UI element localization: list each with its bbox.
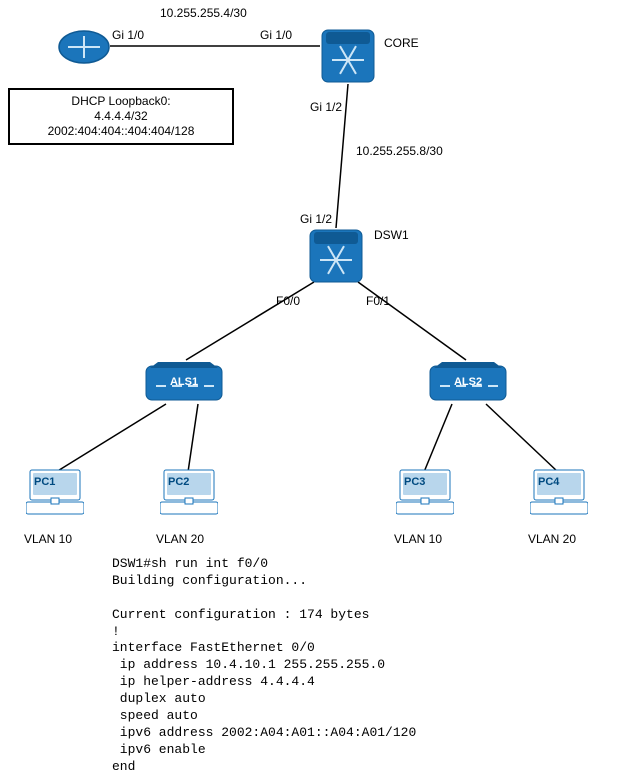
switch-dsw1 (308, 228, 364, 284)
link-label-router_port: Gi 1/0 (112, 28, 144, 42)
node-label-als2: ALS2 (436, 376, 500, 388)
link-label-subnet_top: 10.255.255.4/30 (160, 6, 247, 20)
node-label-pc1: PC1 (34, 476, 55, 488)
link-label-dsw1_label: DSW1 (374, 228, 409, 242)
dhcp-loopback-box: DHCP Loopback0:4.4.4.4/322002:404:404::4… (8, 88, 234, 145)
link-label-subnet_mid: 10.255.255.8/30 (356, 144, 443, 158)
link-label-core_label: CORE (384, 36, 419, 50)
router-router (58, 30, 110, 64)
node-label-als1: ALS1 (152, 376, 216, 388)
vlan-label-pc3: VLAN 10 (394, 532, 442, 546)
switch-core (320, 28, 376, 84)
cli-output: DSW1#sh run int f0/0 Building configurat… (112, 556, 416, 776)
vlan-label-pc4: VLAN 20 (528, 532, 576, 546)
link-label-core_port_bot: Gi 1/2 (310, 100, 342, 114)
node-label-pc3: PC3 (404, 476, 425, 488)
node-label-pc2: PC2 (168, 476, 189, 488)
link-label-dsw1_f01: F0/1 (366, 294, 390, 308)
node-label-pc4: PC4 (538, 476, 559, 488)
vlan-label-pc1: VLAN 10 (24, 532, 72, 546)
diagram-stage: 10.255.255.4/30 Gi 1/0 Gi 1/0 CORE Gi 1/2 10.… (0, 0, 624, 747)
link-label-dsw1_f00: F0/0 (276, 294, 300, 308)
link-label-core_port_top: Gi 1/0 (260, 28, 292, 42)
vlan-label-pc2: VLAN 20 (156, 532, 204, 546)
link-label-dsw1_port_top: Gi 1/2 (300, 212, 332, 226)
